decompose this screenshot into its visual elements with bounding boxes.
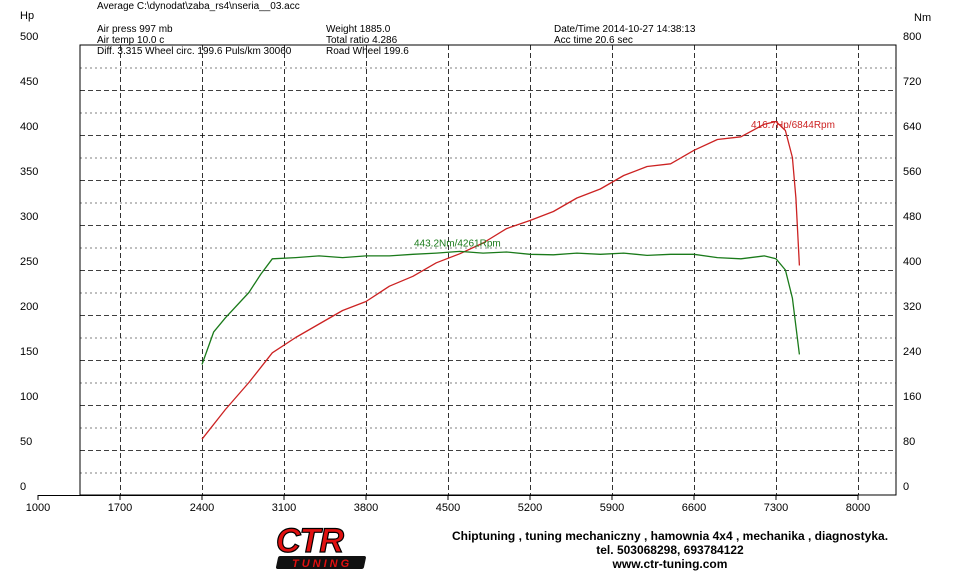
ctr-tuning-logo: CTR TUNING [275, 521, 366, 570]
y-right-tick-label: 640 [903, 121, 921, 133]
y-left-tick-label: 500 [20, 31, 38, 43]
y-left-tick-label: 100 [20, 391, 38, 403]
y-right-tick-label: 240 [903, 346, 921, 358]
y-right-tick-label: 320 [903, 301, 921, 313]
series-line-power [201, 120, 801, 440]
x-tick-label: 1000 [26, 502, 50, 514]
air-press: Air press 997 mb [97, 24, 173, 35]
y-right-tick-label: 400 [903, 256, 921, 268]
peak-annotation-torque: 443.2Nm/4261Rpm [414, 239, 501, 250]
x-tick-label: 1700 [108, 502, 132, 514]
y-right-tick-label: 480 [903, 211, 921, 223]
date-time: Date/Time 2014-10-27 14:38:13 [554, 24, 696, 35]
weight: Weight 1885.0 [326, 24, 391, 35]
y-left-tick-label: 450 [20, 76, 38, 88]
x-tick-label: 3800 [354, 502, 378, 514]
x-tick-label: 3100 [272, 502, 296, 514]
logo-text-ctr: CTR [276, 522, 344, 560]
footer-phone: tel. 503068298, 693784122 [596, 543, 744, 557]
annotations: 416.7Hp/6844Rpm 443.2Nm/4261Rpm [414, 120, 835, 250]
y-left-tick-label: 150 [20, 346, 38, 358]
y-left-tick-label: 200 [20, 301, 38, 313]
road-wheel: Road Wheel 199.6 [326, 46, 409, 57]
file-path: Average C:\dynodat\zaba_rs4\nseria__03.a… [97, 1, 300, 12]
footer-website[interactable]: www.ctr-tuning.com [612, 557, 728, 571]
logo-text-tuning: TUNING [292, 558, 352, 570]
series [201, 120, 801, 440]
y-left-tick-label: 300 [20, 211, 38, 223]
y-left-axis-label: Hp [20, 10, 34, 22]
x-tick-label: 5200 [518, 502, 542, 514]
x-tick-label: 8000 [846, 502, 870, 514]
footer-services: Chiptuning , tuning mechaniczny , hamown… [451, 529, 889, 543]
x-tick-label: 2400 [190, 502, 214, 514]
x-tick-label: 7300 [764, 502, 788, 514]
total-ratio: Total ratio 4.286 [326, 35, 398, 46]
x-tick-label: 6600 [682, 502, 706, 514]
y-right-tick-label: 80 [903, 436, 915, 448]
y-right-tick-label: 560 [903, 166, 921, 178]
y-right-tick-label: 720 [903, 76, 921, 88]
y-right-axis-label: Nm [914, 12, 931, 24]
y-right-tick-label: 800 [903, 31, 921, 43]
y-left-tick-label: 350 [20, 166, 38, 178]
y-left-tick-label: 250 [20, 256, 38, 268]
grid [79, 44, 897, 496]
series-line-torque [201, 250, 801, 365]
y-right-tick-label: 0 [903, 481, 909, 493]
air-temp: Air temp 10.0 c [97, 35, 165, 46]
y-left-tick-label: 0 [20, 481, 26, 493]
acc-time: Acc time 20.6 sec [554, 35, 633, 46]
y-left-tick-label: 50 [20, 436, 32, 448]
y-right-tick-label: 160 [903, 391, 921, 403]
y-left-tick-label: 400 [20, 121, 38, 133]
x-tick-label: 5900 [600, 502, 624, 514]
peak-annotation-power: 416.7Hp/6844Rpm [751, 120, 835, 131]
diff-info: Diff. 3.315 Wheel circ. 199.6 Puls/km 30… [97, 46, 292, 57]
axes: 1000 1700 2400 3100 3800 4500 5200 5900 6600 7300… [20, 10, 931, 514]
x-tick-label: 4500 [436, 502, 460, 514]
